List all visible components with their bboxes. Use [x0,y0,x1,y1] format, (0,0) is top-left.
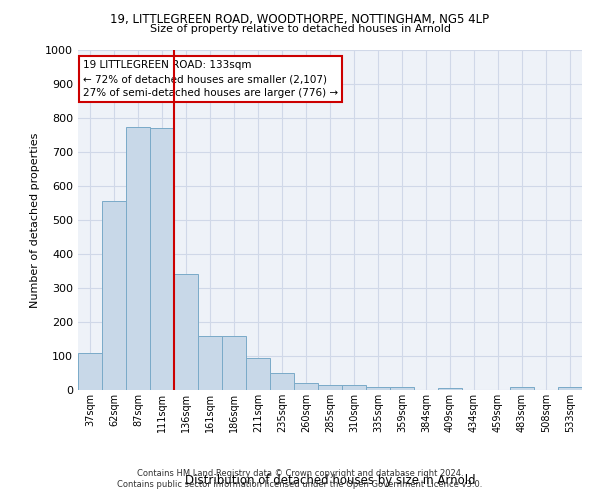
Bar [246,358,270,390]
Text: 19, LITTLEGREEN ROAD, WOODTHORPE, NOTTINGHAM, NG5 4LP: 19, LITTLEGREEN ROAD, WOODTHORPE, NOTTIN… [110,12,490,26]
Text: Contains public sector information licensed under the Open Government Licence v3: Contains public sector information licen… [118,480,482,489]
Bar [390,386,414,390]
Bar [198,336,222,390]
Bar [318,385,342,390]
Text: Contains HM Land Registry data © Crown copyright and database right 2024.: Contains HM Land Registry data © Crown c… [137,468,463,477]
X-axis label: Distribution of detached houses by size in Arnold: Distribution of detached houses by size … [185,474,475,487]
Bar [558,386,582,390]
Text: Size of property relative to detached houses in Arnold: Size of property relative to detached ho… [149,24,451,34]
Y-axis label: Number of detached properties: Number of detached properties [29,132,40,308]
Bar [294,383,318,390]
Bar [174,274,198,390]
Text: 19 LITTLEGREEN ROAD: 133sqm
← 72% of detached houses are smaller (2,107)
27% of : 19 LITTLEGREEN ROAD: 133sqm ← 72% of det… [83,60,338,98]
Bar [342,385,366,390]
Bar [222,336,246,390]
Bar [510,386,534,390]
Bar [438,388,462,390]
Bar [366,386,390,390]
Bar [102,202,126,390]
Bar [270,373,294,390]
Bar [150,128,174,390]
Bar [126,126,150,390]
Bar [78,352,102,390]
